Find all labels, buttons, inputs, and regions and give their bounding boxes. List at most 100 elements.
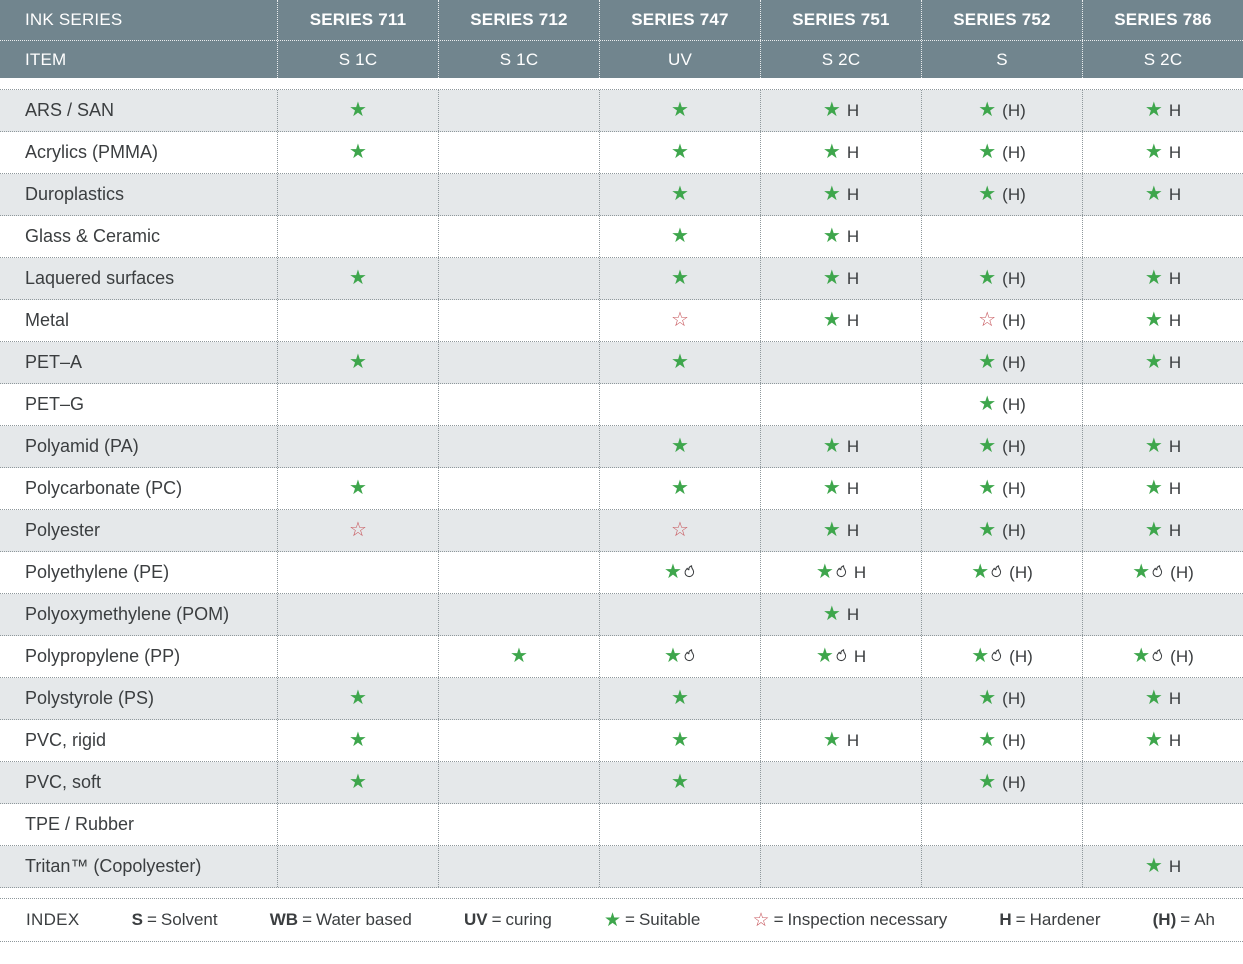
suitable-star-icon: ★ bbox=[971, 560, 990, 583]
suitable-star-icon: ★ bbox=[349, 476, 367, 499]
header-series-cell: SERIES 712 bbox=[438, 0, 599, 40]
suitable-star-icon: ★ bbox=[671, 476, 689, 499]
table-row: PVC, rigid ★ ★ ★ H ★ (H) ★ H bbox=[0, 720, 1243, 762]
header-series-row: INK SERIES SERIES 711 SERIES 712 SERIES 74… bbox=[0, 0, 1243, 40]
table-cell: ★ H bbox=[1082, 174, 1243, 215]
legend-key: WB bbox=[269, 910, 299, 929]
hardener-label: H bbox=[846, 184, 860, 204]
table-cell: ★ H bbox=[760, 552, 921, 593]
table-cell: ★ (H) bbox=[1082, 636, 1243, 677]
legend-equals: = bbox=[1180, 910, 1191, 929]
hardener-label: (H) bbox=[1002, 478, 1026, 498]
legend-equals: = bbox=[773, 910, 784, 929]
hardener-label: (H) bbox=[1002, 436, 1026, 456]
flame-icon bbox=[683, 648, 696, 664]
legend-value: curing bbox=[505, 910, 552, 929]
table-cell: ★ H bbox=[760, 132, 921, 173]
suitable-star-icon: ★ bbox=[822, 266, 841, 289]
hardener-label: H bbox=[1168, 100, 1182, 120]
hardener-label: (H) bbox=[1002, 310, 1026, 330]
flame-icon bbox=[1151, 564, 1164, 580]
table-cell bbox=[921, 804, 1082, 845]
table-cell: ☆ bbox=[599, 510, 760, 551]
table-body: ARS / SAN ★ ★ ★ H ★ (H) ★ H Acrylics (PMMA) ★ ★ ★ H ★(… bbox=[0, 89, 1243, 888]
suitable-star-icon: ★ bbox=[822, 476, 841, 499]
table-cell: ★ (H) bbox=[921, 426, 1082, 467]
table-cell: ★ H bbox=[1082, 258, 1243, 299]
suitable-star-icon: ★ bbox=[978, 770, 997, 793]
table-cell bbox=[277, 636, 438, 677]
hardener-label: H bbox=[846, 478, 860, 498]
table-cell: ★ (H) bbox=[921, 342, 1082, 383]
hardener-label: (H) bbox=[1002, 394, 1026, 414]
suitable-star-icon: ★ bbox=[978, 182, 997, 205]
table-cell bbox=[760, 804, 921, 845]
table-cell bbox=[277, 846, 438, 887]
table-row: Polyethylene (PE) ★ ★ H ★ (H) ★ (H) bbox=[0, 552, 1243, 594]
table-cell: ★ bbox=[599, 468, 760, 509]
table-cell: ★ (H) bbox=[921, 468, 1082, 509]
table-cell: ★ (H) bbox=[921, 384, 1082, 425]
suitable-star-icon: ★ bbox=[1144, 182, 1163, 205]
hardener-label: (H) bbox=[1002, 730, 1026, 750]
inspection-star-icon: ☆ bbox=[752, 909, 770, 931]
hardener-label: H bbox=[846, 268, 860, 288]
hardener-label: (H) bbox=[1002, 772, 1026, 792]
table-cell bbox=[438, 594, 599, 635]
table-cell: ★ bbox=[277, 720, 438, 761]
hardener-label: H bbox=[1168, 478, 1182, 498]
legend-item: H = Hardener bbox=[999, 910, 1100, 930]
suitable-star-icon: ★ bbox=[978, 350, 997, 373]
table-row: Polystyrole (PS) ★ ★ ★ (H) ★ H bbox=[0, 678, 1243, 720]
hardener-label: H bbox=[846, 100, 860, 120]
hardener-label: (H) bbox=[1002, 268, 1026, 288]
material-label: Tritan™ (Copolyester) bbox=[25, 856, 202, 876]
header-series-cell: SERIES 711 bbox=[277, 0, 438, 40]
suitable-star-icon: ★ bbox=[671, 266, 689, 289]
table-cell bbox=[1082, 762, 1243, 803]
hardener-label: H bbox=[1168, 310, 1182, 330]
material-label: TPE / Rubber bbox=[25, 814, 135, 834]
table-cell: ★ H bbox=[1082, 720, 1243, 761]
table-cell: ★ bbox=[599, 216, 760, 257]
table-cell bbox=[438, 342, 599, 383]
hardener-label: H bbox=[1168, 688, 1182, 708]
table-cell bbox=[760, 762, 921, 803]
suitable-star-icon: ★ bbox=[822, 518, 841, 541]
legend-value: Solvent bbox=[160, 910, 218, 929]
material-label: Glass & Ceramic bbox=[25, 226, 161, 246]
material-label: Polyethylene (PE) bbox=[25, 562, 170, 582]
suitable-star-icon: ★ bbox=[822, 602, 841, 625]
table-cell: ★ (H) bbox=[921, 510, 1082, 551]
table-row: Polyester ☆ ☆ ★ H ★ (H) ★ H bbox=[0, 510, 1243, 552]
hardener-label: H bbox=[1168, 352, 1182, 372]
table-cell bbox=[1082, 594, 1243, 635]
inspection-star-icon: ☆ bbox=[349, 518, 367, 541]
table-cell: ★ bbox=[599, 636, 760, 677]
suitable-star-icon: ★ bbox=[1144, 518, 1163, 541]
table-cell bbox=[438, 804, 599, 845]
table-cell: ★ H bbox=[760, 636, 921, 677]
suitable-star-icon: ★ bbox=[822, 224, 841, 247]
header-type-cell: S 2C bbox=[1082, 41, 1243, 78]
suitable-star-icon: ★ bbox=[822, 728, 841, 751]
flame-icon bbox=[683, 564, 696, 580]
legend-item: S = Solvent bbox=[132, 910, 218, 930]
flame-icon bbox=[835, 648, 848, 664]
header-ink-series-label: INK SERIES bbox=[25, 10, 123, 29]
suitable-star-icon: ★ bbox=[978, 266, 997, 289]
legend-value: Ah bbox=[1194, 910, 1215, 929]
table-cell: ★ bbox=[599, 762, 760, 803]
table-cell: ★ bbox=[277, 678, 438, 719]
header-type-cell: S 1C bbox=[438, 41, 599, 78]
suitable-star-icon: ★ bbox=[978, 98, 997, 121]
table-cell bbox=[921, 846, 1082, 887]
material-label: Polystyrole (PS) bbox=[25, 688, 155, 708]
inspection-star-icon: ☆ bbox=[671, 308, 689, 331]
table-cell: ★ H bbox=[1082, 300, 1243, 341]
suitable-star-icon: ★ bbox=[671, 224, 689, 247]
table-cell: ★ (H) bbox=[921, 552, 1082, 593]
material-label: PVC, rigid bbox=[25, 730, 107, 750]
hardener-label: (H) bbox=[1009, 646, 1033, 666]
